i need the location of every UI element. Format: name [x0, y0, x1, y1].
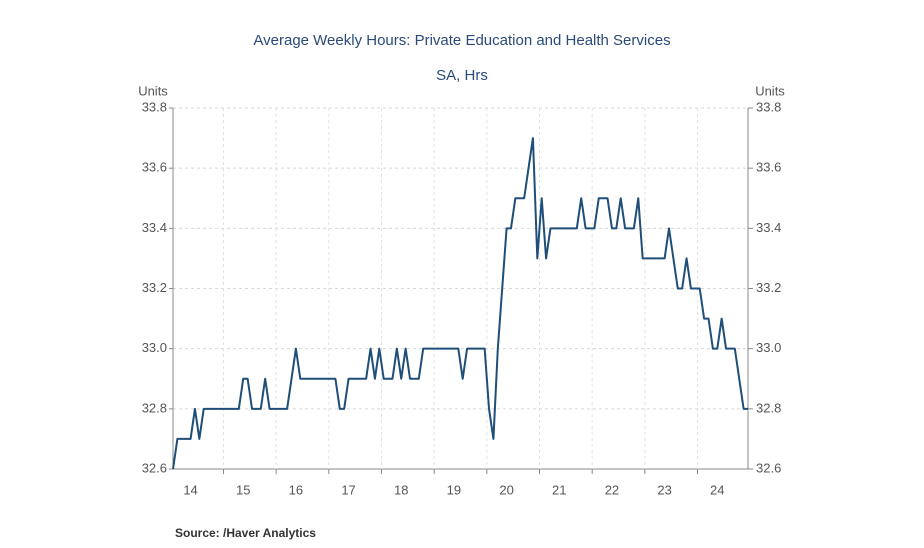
x-tick-label: 14	[183, 482, 197, 497]
y-axis-label: Units	[138, 83, 168, 98]
y-tick-label: 33.4	[142, 220, 167, 235]
x-tick-label: 18	[394, 482, 408, 497]
x-tick-label: 19	[447, 482, 461, 497]
series-line	[172, 137, 748, 470]
x-tick-label: 24	[710, 482, 724, 497]
y2-tick-label: 33.2	[756, 280, 781, 295]
x-tick-label: 20	[499, 482, 513, 497]
y2-tick-label: 33.8	[756, 99, 781, 114]
y2-axis-label: Units	[755, 83, 785, 98]
y-tick-label: 32.8	[142, 400, 167, 415]
y-tick-label: 33.0	[142, 340, 167, 355]
y-tick-label: 33.8	[142, 99, 167, 114]
x-tick-label: 17	[341, 482, 355, 497]
chart-title: Average Weekly Hours: Private Education …	[253, 32, 670, 49]
y2-tick-label: 33.6	[756, 160, 781, 175]
y-tick-label: 33.6	[142, 160, 167, 175]
chart-subtitle: SA, Hrs	[436, 67, 488, 84]
x-tick-label: 21	[552, 482, 566, 497]
x-tick-label: 16	[289, 482, 303, 497]
y-tick-label: 33.2	[142, 280, 167, 295]
x-tick-label: 22	[605, 482, 619, 497]
y2-tick-label: 33.0	[756, 340, 781, 355]
y2-tick-label: 33.4	[756, 220, 781, 235]
x-tick-label: 15	[236, 482, 250, 497]
y2-tick-label: 32.6	[756, 460, 781, 475]
x-tick-label: 23	[657, 482, 671, 497]
source: Source: /Haver Analytics	[175, 526, 316, 540]
y-tick-label: 32.6	[142, 460, 167, 475]
y2-tick-label: 32.8	[756, 400, 781, 415]
